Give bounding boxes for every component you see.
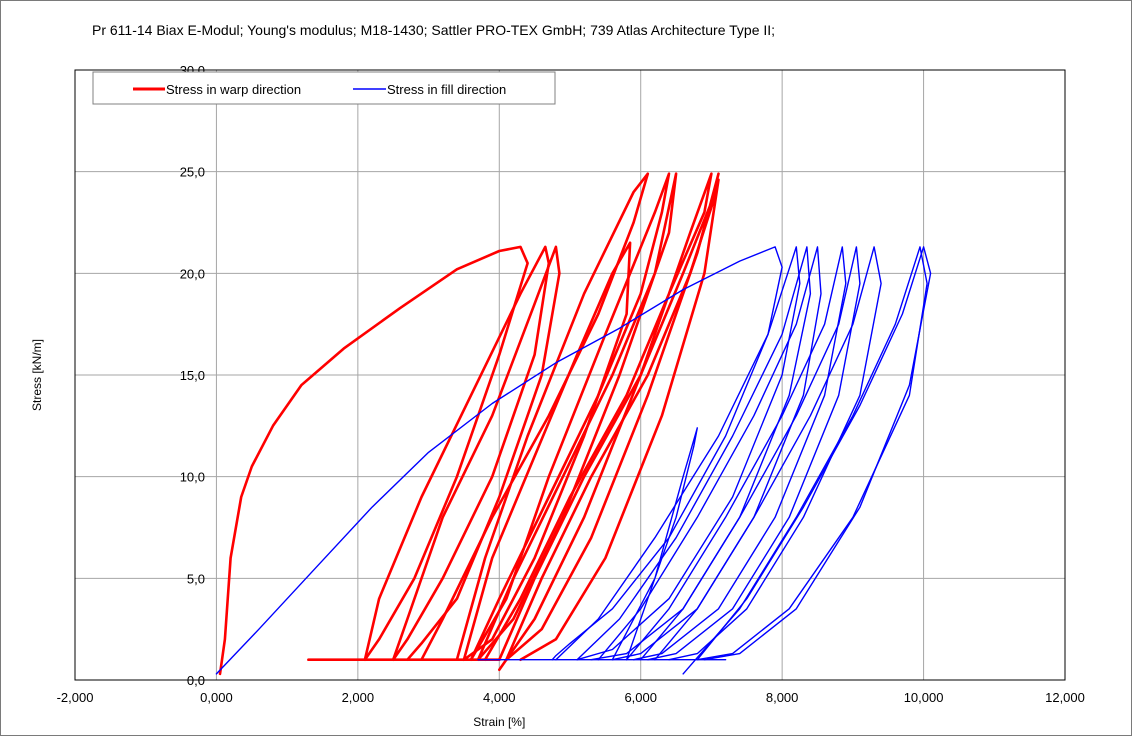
- series-layer: [215, 172, 932, 676]
- warp-stress-curve: [505, 178, 720, 662]
- y-axis-label: Stress [kN/m]: [30, 339, 44, 411]
- fill-stress-curve: [555, 246, 801, 661]
- warp-stress-curve: [420, 172, 650, 662]
- x-tick-label: 12,000: [1045, 690, 1085, 705]
- x-tick-label: 10,000: [904, 690, 944, 705]
- x-tick-label: 8,000: [766, 690, 799, 705]
- warp-stress-curve: [469, 172, 671, 662]
- warp-stress-curve: [462, 241, 632, 662]
- series-fill: [215, 246, 932, 675]
- x-tick-label: -2,000: [57, 690, 94, 705]
- plot-area-border: [74, 69, 1066, 681]
- warp-stress-curve: [391, 245, 561, 662]
- warp-stress-curve: [363, 245, 551, 662]
- fill-stress-curve: [682, 246, 928, 675]
- legend-box: [92, 71, 556, 105]
- fill-stress-curve: [640, 246, 861, 661]
- y-tick-label: 0,0: [187, 673, 205, 688]
- warp-stress-curve: [497, 172, 720, 662]
- y-tick-label: 20,0: [180, 266, 205, 281]
- y-tick-label: 25,0: [180, 165, 205, 180]
- fill-stress-curve: [611, 427, 698, 661]
- fill-stress-curve: [696, 246, 932, 661]
- warp-stress-curve: [476, 172, 678, 662]
- fill-stress-curve: [215, 246, 783, 675]
- y-tick-label: 10,0: [180, 470, 205, 485]
- x-axis-label: Strain [%]: [473, 715, 525, 729]
- tick-labels: -2,000 0,000 2,000 4,000 6,000 8,000 10,000 12,…: [57, 63, 1085, 705]
- x-tick-label: 4,000: [483, 690, 516, 705]
- x-tick-label: 2,000: [342, 690, 375, 705]
- y-tick-label: 5,0: [187, 571, 205, 586]
- warp-stress-curve: [218, 245, 529, 676]
- fill-stress-curve: [625, 246, 847, 661]
- fill-stress-curve: [576, 246, 812, 661]
- legend: Stress in warp direction Stress in fill …: [92, 71, 556, 105]
- x-tick-label: 6,000: [624, 690, 657, 705]
- legend-label-warp: Stress in warp direction: [166, 82, 301, 97]
- series-warp: [218, 172, 720, 676]
- warp-stress-curve: [483, 172, 713, 672]
- legend-label-fill: Stress in fill direction: [387, 82, 506, 97]
- fill-stress-curve: [654, 246, 882, 661]
- y-tick-label: 15,0: [180, 368, 205, 383]
- chart-title: Pr 611-14 Biax E-Modul; Young's modulus;…: [92, 22, 776, 38]
- x-tick-label: 0,000: [200, 690, 233, 705]
- fill-stress-curve: [597, 246, 822, 661]
